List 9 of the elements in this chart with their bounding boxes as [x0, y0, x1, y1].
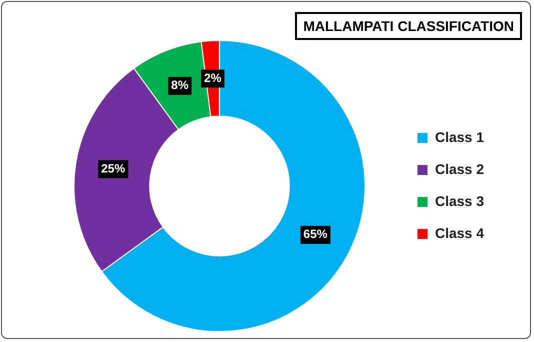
data-label: 2%: [204, 70, 222, 85]
data-label: 8%: [171, 78, 189, 92]
legend-label: Class 3: [434, 192, 484, 209]
data-label: 65%: [303, 227, 328, 242]
legend-label: Class 4: [434, 224, 484, 241]
data-label: 25%: [101, 161, 126, 176]
chart-title: MALLAMPATI CLASSIFICATION: [295, 12, 522, 40]
legend-label: Class 1: [434, 128, 484, 145]
legend-label: Class 2: [434, 160, 484, 177]
